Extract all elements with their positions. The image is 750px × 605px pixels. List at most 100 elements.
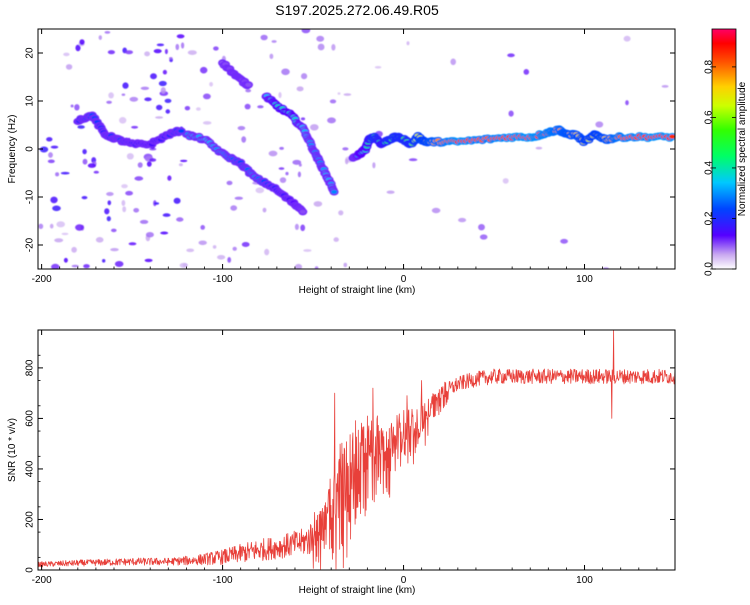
spectrogram-noise-blob <box>523 69 530 75</box>
spectrogram-noise-blob <box>114 261 124 267</box>
spectrogram-noise-blob <box>478 224 485 231</box>
spectrogram-noise-blob <box>93 170 100 174</box>
spectrogram-noise-blob <box>301 73 308 80</box>
spectrogram-noise-blob <box>227 257 232 263</box>
ridge-core <box>669 134 675 139</box>
spectrogram-noise-blob <box>535 146 543 150</box>
spectrogram-noise-blob <box>310 124 319 131</box>
spectrogram-noise-blob <box>48 152 53 158</box>
spectrogram-noise-blob <box>46 137 53 142</box>
x-tick-label: -100 <box>213 274 233 285</box>
spectrogram-noise-blob <box>160 87 166 94</box>
spectrogram-noise-blob <box>179 262 188 268</box>
spectrogram-noise-blob <box>292 159 302 165</box>
spectrogram-noise-blob <box>226 180 233 186</box>
spectrogram-noise-blob <box>145 232 154 238</box>
spectrogram-noise-blob <box>269 53 274 59</box>
spectrogram-noise-blob <box>144 258 153 263</box>
spectrogram-noise-blob <box>63 52 70 57</box>
spectrogram-noise-blob <box>285 171 289 176</box>
snr-panel: -200 -100 0 100 0 200 400 600 800 Height of stra… <box>7 329 676 596</box>
spectrogram-noise-blob <box>54 238 64 243</box>
spectrogram-noise-blob <box>83 264 90 269</box>
spectrogram-noise-blob <box>296 86 304 92</box>
spectrogram-noise-blob <box>139 219 149 224</box>
spectrogram-noise-blob <box>342 147 349 151</box>
spectrogram-noise-blob <box>121 184 128 189</box>
ridge-main-trace <box>348 125 675 162</box>
spectrogram-noise-blob <box>95 237 104 243</box>
spectrogram-noise-blob <box>301 29 311 34</box>
ridge-core <box>245 82 252 87</box>
spectrogram-noise-blob <box>278 92 282 99</box>
spectrogram-noise-blob <box>278 167 285 170</box>
spectrogram-noise-blob <box>155 116 164 119</box>
spectrogram-x-label: Height of straight line (km) <box>299 285 416 296</box>
spectrogram-noise-blob <box>386 190 395 194</box>
spectrogram-noise-blob <box>502 178 509 184</box>
colorbar: 0.0 0.2 0.4 0.6 0.8 Normalized spectral ampl… <box>704 28 748 276</box>
spectrogram-noise-blob <box>406 41 410 46</box>
spectrogram-noise-blob <box>52 205 61 212</box>
spectrogram-noise-blob <box>107 50 115 55</box>
spectrogram-noise-blob <box>49 223 54 229</box>
spectrogram-noise-blob <box>121 93 126 96</box>
colorbar-ticks: 0.0 0.2 0.4 0.6 0.8 <box>704 60 736 276</box>
spectrogram-noise-blob <box>230 205 238 211</box>
spectrogram-noise-blob <box>98 35 103 40</box>
spectrogram-noise-blob <box>38 223 44 229</box>
spectrogram-noise-blob <box>623 35 631 42</box>
spectrogram-noise-blob <box>314 266 319 269</box>
spectrogram-noise-blob <box>102 259 106 263</box>
spectrogram-noise-blob <box>164 98 172 103</box>
spectrogram-noise-blob <box>279 146 284 150</box>
spectrogram-noise-blob <box>133 208 140 213</box>
snr-x-label: Height of straight line (km) <box>299 585 416 596</box>
spectrogram-noise-blob <box>87 163 96 168</box>
spectrogram-marks <box>38 29 675 269</box>
spectrogram-noise-blob <box>181 42 185 49</box>
ridge-branch-far <box>218 59 253 90</box>
spectrogram-noise-blob <box>77 125 85 129</box>
spectrogram-noise-blob <box>104 208 110 215</box>
spectrogram-noise-blob <box>149 158 157 162</box>
spectrogram-noise-blob <box>202 121 212 125</box>
spectrogram-noise-blob <box>595 121 604 128</box>
spectrogram-noise-blob <box>196 107 201 111</box>
spectrogram-noise-blob <box>131 125 139 129</box>
ridge-core <box>178 129 185 133</box>
spectrogram-noise-blob <box>121 200 126 206</box>
spectrogram-noise-blob <box>298 163 302 167</box>
spectrogram-noise-blob <box>154 202 160 205</box>
spectrogram-noise-blob <box>625 100 629 106</box>
spectrogram-noise-blob <box>160 231 169 235</box>
spectrogram-noise-blob <box>71 264 79 268</box>
spectrogram-noise-blob <box>178 163 183 167</box>
x-tick-label: 100 <box>576 274 593 285</box>
spectrogram-noise-blob <box>165 109 171 114</box>
spectrogram-noise-blob <box>169 57 173 60</box>
spectrogram-noise-blob <box>313 201 323 207</box>
spectrogram-noise-blob <box>264 248 270 256</box>
spectrogram-noise-blob <box>122 82 129 89</box>
spectrogram-noise-blob <box>128 242 137 246</box>
spectrogram-noise-blob <box>137 162 143 168</box>
spectrogram-noise-blob <box>125 190 133 196</box>
spectrogram-noise-blob <box>106 216 111 222</box>
spectrogram-noise-blob <box>63 257 68 263</box>
spectrogram-noise-blob <box>479 234 488 240</box>
spectrogram-noise-blob <box>110 248 119 252</box>
spectrogram-noise-blob <box>104 31 111 34</box>
spectrogram-noise-blob <box>175 43 180 51</box>
y-tick-label: 200 <box>25 511 36 528</box>
x-tick-label: -200 <box>32 575 52 586</box>
spectrogram-noise-blob <box>345 158 349 165</box>
spectrogram-noise-blob <box>374 66 382 69</box>
y-tick-label: 20 <box>25 47 36 59</box>
spectrogram-noise-blob <box>71 246 77 253</box>
spectrogram-noise-blob <box>245 89 252 93</box>
spectrogram-noise-blob <box>262 207 267 213</box>
